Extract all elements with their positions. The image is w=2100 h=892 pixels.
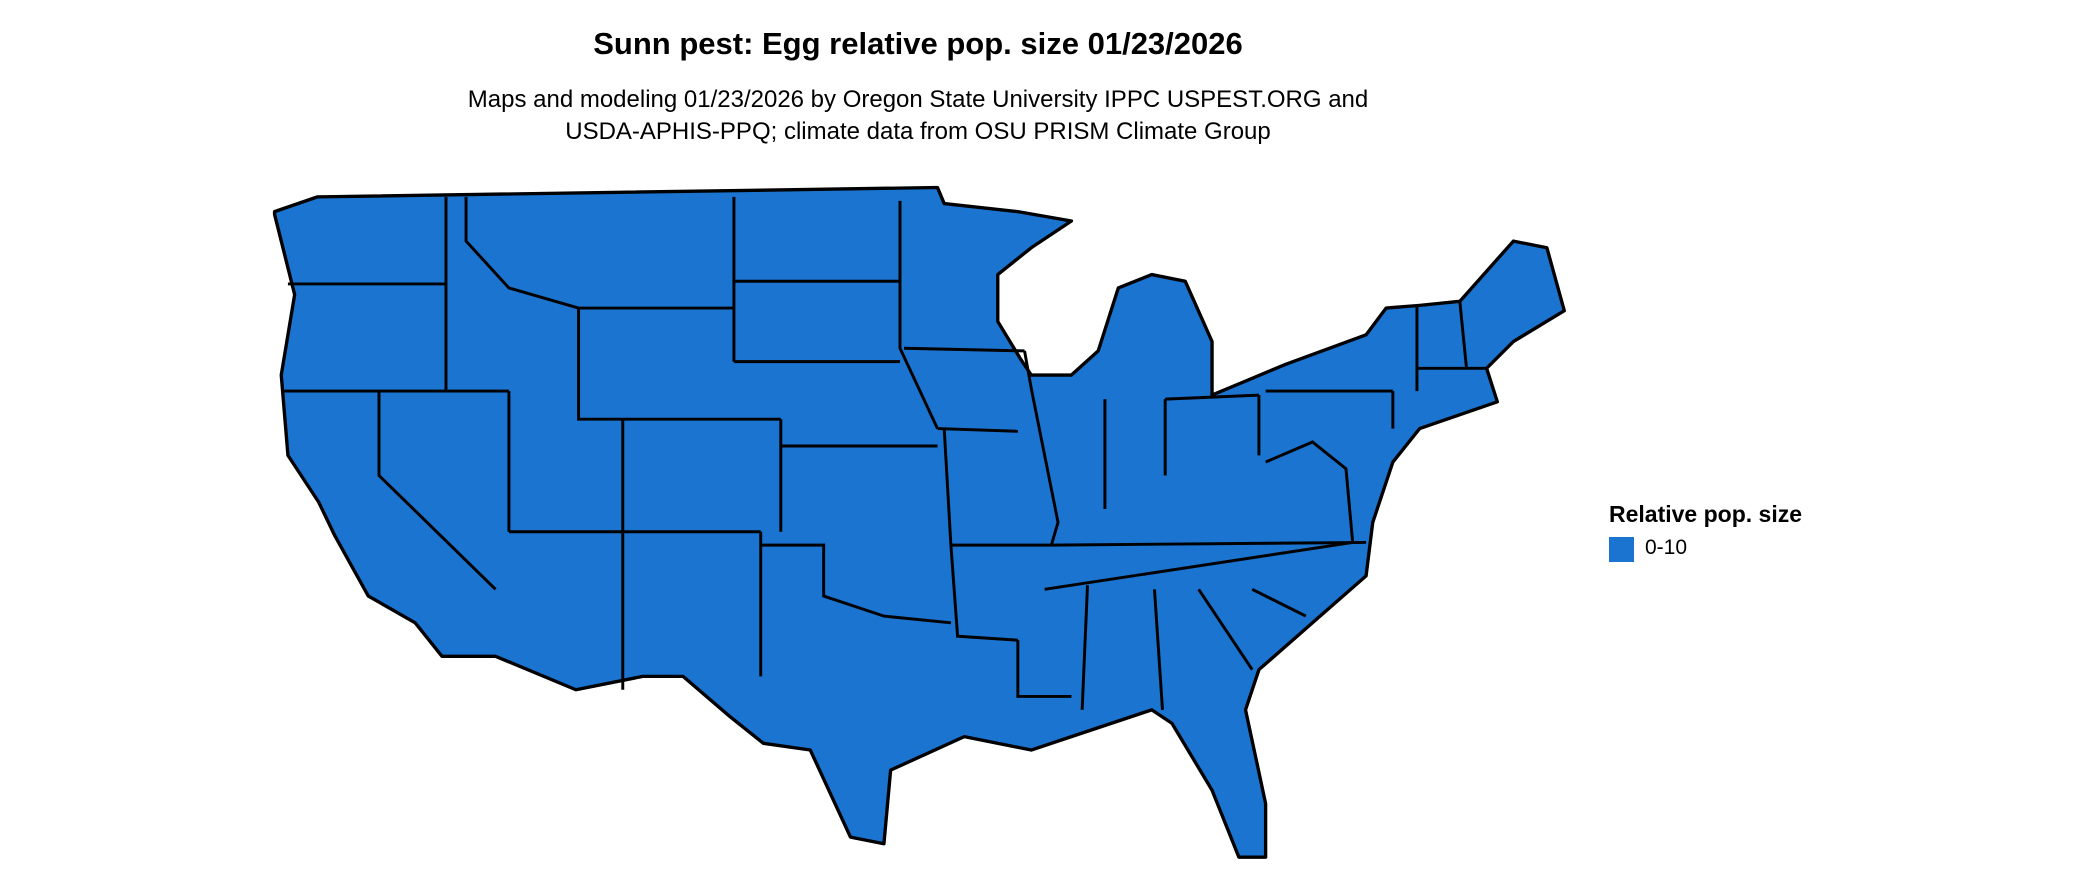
us-outline: [272, 185, 1566, 859]
map-title: Sunn pest: Egg relative pop. size 01/23/…: [593, 26, 1243, 61]
map-subtitle-line2: USDA-APHIS-PPQ; climate data from OSU PR…: [565, 118, 1271, 145]
legend-swatch: [1609, 537, 1634, 562]
legend-label: 0-10: [1645, 536, 1688, 559]
map-subtitle-line1: Maps and modeling 01/23/2026 by Oregon S…: [467, 86, 1369, 113]
state-borders: [281, 196, 1487, 710]
legend-title: Relative pop. size: [1609, 501, 1803, 527]
